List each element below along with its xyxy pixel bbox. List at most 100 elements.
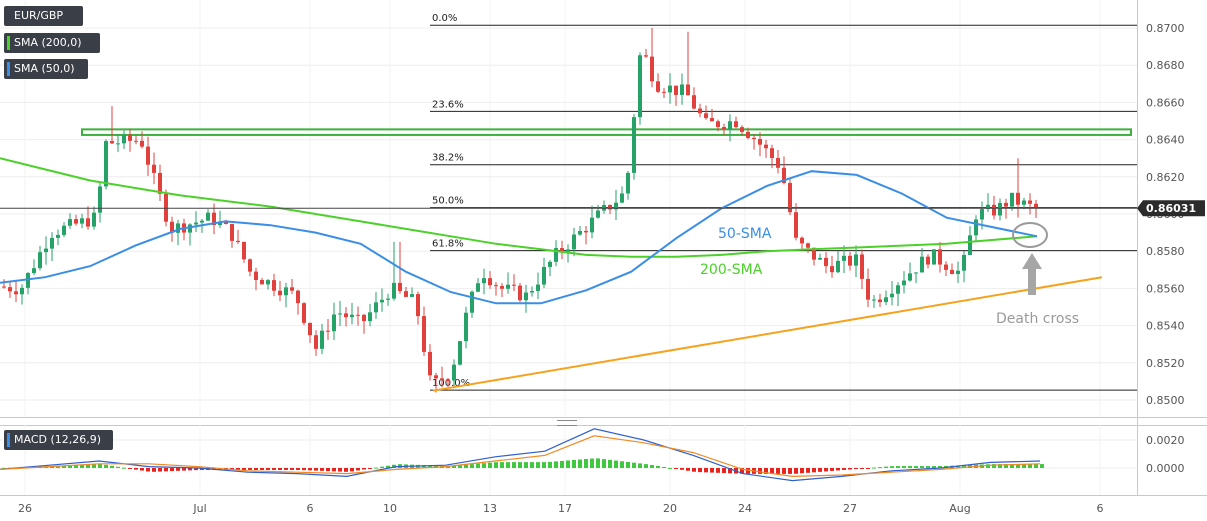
macd-histogram-bar: [92, 464, 96, 468]
macd-histogram-bar: [152, 468, 156, 472]
macd-histogram-bar: [242, 468, 246, 470]
macd-histogram-bar: [590, 458, 594, 468]
candle-body: [752, 137, 756, 140]
candle-body: [158, 172, 162, 194]
candle-body: [620, 193, 624, 203]
macd-histogram-bar: [596, 458, 600, 468]
macd-histogram-bar: [872, 467, 876, 469]
candle-body: [848, 255, 852, 266]
macd-histogram-bar: [374, 467, 378, 469]
candle-body: [980, 209, 984, 220]
sma200-line: [0, 157, 1038, 258]
macd-histogram-bar: [296, 468, 300, 470]
time-tick-label: 26: [18, 502, 32, 515]
macd-histogram-bar: [992, 464, 996, 468]
candle-body: [788, 182, 792, 213]
candle-body: [386, 298, 390, 300]
death-cross-label: Death cross: [996, 311, 1079, 327]
candle-body: [44, 248, 48, 253]
macd-histogram-bar: [338, 468, 342, 472]
macd-histogram-bar: [62, 465, 66, 468]
fib-level-label: 100.0%: [432, 378, 470, 389]
candle-body: [506, 284, 510, 289]
macd-histogram-bar: [770, 468, 774, 474]
candle-body: [488, 278, 492, 286]
sma50-legend: SMA (50,0): [4, 59, 88, 79]
candle-body: [746, 131, 750, 138]
macd-histogram-bar: [194, 468, 198, 471]
macd-histogram-bar: [1010, 464, 1014, 468]
price-tick-label: 0.8660: [1146, 96, 1185, 109]
macd-histogram-bar: [2, 467, 6, 469]
macd-histogram-bar: [176, 468, 180, 471]
candle-body: [824, 257, 828, 267]
candle-body: [152, 164, 156, 173]
macd-histogram-bar: [728, 468, 732, 474]
macd-histogram-bar: [524, 462, 528, 468]
macd-histogram-bar: [884, 466, 888, 468]
macd-histogram-bar: [902, 466, 906, 468]
candle-body: [80, 218, 84, 224]
macd-histogram-bar: [806, 468, 810, 473]
macd-histogram-bar: [146, 468, 150, 472]
macd-histogram-bar: [614, 460, 618, 468]
candle-body: [140, 140, 144, 147]
macd-histogram-bar: [926, 466, 930, 468]
candle-body: [740, 127, 744, 132]
macd-histogram-bar: [446, 466, 450, 468]
macd-histogram-bar: [722, 468, 726, 474]
macd-histogram-bar: [128, 468, 132, 469]
macd-histogram-bar: [860, 468, 864, 469]
macd-histogram-bar: [896, 466, 900, 468]
price-tick-label: 0.8520: [1146, 357, 1185, 370]
candle-body: [176, 223, 180, 233]
macd-histogram-bar: [962, 465, 966, 468]
candle-body: [1022, 200, 1026, 205]
macd-histogram-bar: [740, 468, 744, 474]
fib-level-label: 0.0%: [432, 13, 457, 24]
candle-body: [206, 212, 210, 221]
macd-histogram-bar: [788, 468, 792, 474]
macd-histogram-bar: [488, 462, 492, 468]
candle-body: [794, 212, 798, 238]
candle-body: [812, 247, 816, 260]
candle-body: [920, 256, 924, 273]
candle-body: [818, 257, 822, 260]
candle-body: [290, 287, 294, 291]
candle-body: [680, 84, 684, 95]
macd-histogram-bar: [632, 462, 636, 468]
macd-histogram-bar: [818, 468, 822, 472]
candle-body: [674, 85, 678, 95]
candle-body: [938, 249, 942, 265]
macd-histogram-bar: [422, 465, 426, 468]
time-tick-label: Jul: [192, 502, 206, 515]
candle-body: [872, 299, 876, 301]
candle-body: [470, 291, 474, 313]
macd-histogram-bar: [518, 462, 522, 468]
macd-histogram-bar: [878, 467, 882, 469]
macd-histogram-bar: [1004, 464, 1008, 468]
candle-body: [926, 256, 930, 265]
macd-histogram-bar: [122, 467, 126, 469]
pane-resize-handle[interactable]: [557, 420, 577, 426]
candle-body: [116, 143, 120, 145]
macd-histogram-bar: [452, 465, 456, 468]
macd-histogram-bar: [392, 464, 396, 468]
macd-histogram-bar: [368, 468, 372, 469]
candle-body: [854, 254, 858, 266]
candle-body: [992, 204, 996, 216]
price-tick-label: 0.8680: [1146, 59, 1185, 72]
candle-body: [476, 283, 480, 292]
candle-body: [554, 248, 558, 262]
fib-level-label: 50.0%: [432, 196, 464, 207]
candle-body: [260, 280, 264, 285]
candle-body: [254, 271, 258, 281]
macd-histogram-bar: [848, 468, 852, 470]
macd-histogram-bar: [650, 465, 654, 468]
candle-body: [692, 95, 696, 109]
macd-histogram-bar: [470, 464, 474, 468]
candle-body: [578, 230, 582, 235]
macd-histogram-bar: [1034, 464, 1038, 468]
candle-body: [560, 248, 564, 252]
